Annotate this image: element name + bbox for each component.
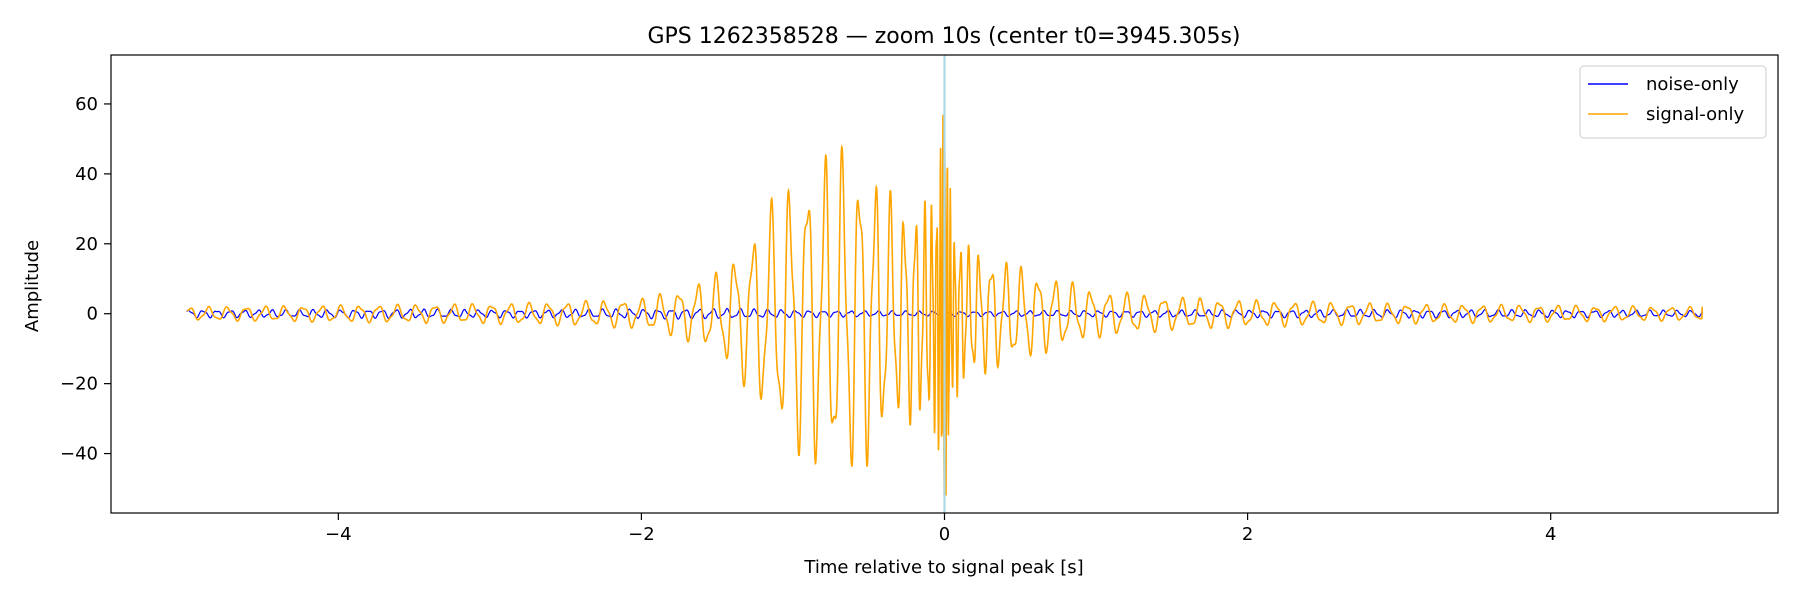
x-axis: −4 −2 0 2 4: [325, 513, 1556, 545]
y-axis-label: Amplitude: [22, 240, 43, 332]
chart-title: GPS 1262358528 — zoom 10s (center t0=394…: [647, 24, 1240, 49]
y-tick-label: 40: [75, 164, 98, 185]
y-tick-label: −40: [60, 444, 98, 465]
y-tick-label: 20: [75, 234, 98, 255]
x-tick-label: −2: [628, 524, 655, 545]
y-tick-label: −20: [60, 374, 98, 395]
y-axis: −40 −20 0 20 40 60: [60, 94, 111, 465]
legend-label-noise-only: noise-only: [1646, 74, 1739, 95]
x-tick-label: 2: [1242, 524, 1253, 545]
y-tick-label: 0: [87, 304, 98, 325]
x-tick-label: −4: [325, 524, 352, 545]
x-tick-label: 4: [1545, 524, 1556, 545]
y-tick-label: 60: [75, 94, 98, 115]
legend-label-signal-only: signal-only: [1646, 104, 1744, 125]
x-axis-label: Time relative to signal peak [s]: [803, 557, 1083, 578]
legend: noise-only signal-only: [1579, 65, 1767, 139]
plot-area: [186, 55, 1703, 513]
x-tick-label: 0: [939, 524, 950, 545]
